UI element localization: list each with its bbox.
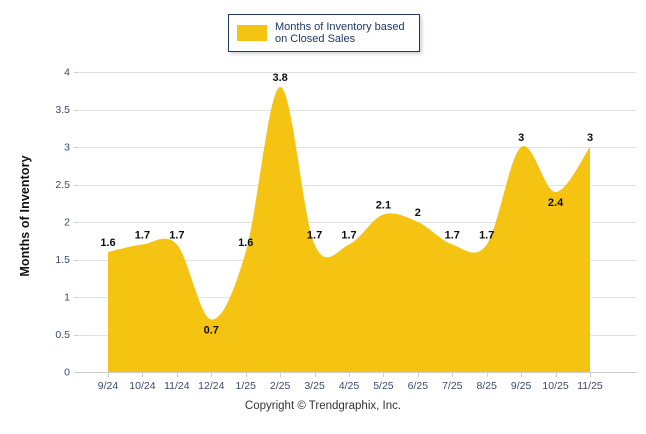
x-axis-tick-labels: 9/24 10/24 11/24 12/24 1/25 2/25 3/25 4/25 5/25 6… bbox=[98, 380, 603, 392]
svg-text:2.5: 2.5 bbox=[55, 179, 70, 191]
svg-text:1.7: 1.7 bbox=[479, 230, 494, 242]
chart-legend[interactable]: Months of Inventory based on Closed Sale… bbox=[228, 14, 420, 52]
svg-text:2: 2 bbox=[64, 217, 70, 229]
svg-text:9/24: 9/24 bbox=[98, 380, 119, 392]
svg-text:4/25: 4/25 bbox=[339, 380, 360, 392]
area-series-shape bbox=[108, 86, 590, 372]
data-point-labels: 1.6 1.7 1.7 0.7 1.6 3.8 1.7 1.7 2.1 2 1.7 1.7 3 2.4 3 bbox=[100, 72, 593, 337]
svg-text:1.6: 1.6 bbox=[238, 237, 253, 249]
svg-text:5/25: 5/25 bbox=[373, 380, 394, 392]
svg-text:1.7: 1.7 bbox=[445, 230, 460, 242]
svg-text:11/24: 11/24 bbox=[164, 380, 190, 392]
svg-text:3.8: 3.8 bbox=[272, 72, 287, 84]
svg-text:12/24: 12/24 bbox=[198, 380, 224, 392]
svg-text:2.1: 2.1 bbox=[376, 200, 391, 212]
axis-lines bbox=[74, 72, 636, 377]
svg-text:4: 4 bbox=[64, 67, 70, 79]
svg-text:1/25: 1/25 bbox=[235, 380, 256, 392]
svg-text:9/25: 9/25 bbox=[511, 380, 532, 392]
svg-text:0: 0 bbox=[64, 367, 70, 379]
svg-text:3: 3 bbox=[587, 132, 593, 144]
svg-text:8/25: 8/25 bbox=[476, 380, 497, 392]
svg-text:1.7: 1.7 bbox=[169, 230, 184, 242]
svg-text:1.7: 1.7 bbox=[307, 230, 322, 242]
svg-text:0.5: 0.5 bbox=[55, 329, 70, 341]
svg-text:3: 3 bbox=[518, 132, 524, 144]
svg-text:1.7: 1.7 bbox=[135, 230, 150, 242]
legend-color-swatch bbox=[237, 25, 267, 41]
legend-series-label: Months of Inventory based on Closed Sale… bbox=[275, 20, 405, 46]
svg-text:10/24: 10/24 bbox=[129, 380, 155, 392]
svg-text:1.6: 1.6 bbox=[100, 237, 115, 249]
svg-text:3.5: 3.5 bbox=[55, 104, 70, 116]
y-axis-tick-labels: 0 0.5 1 1.5 2 2.5 3 3.5 4 bbox=[55, 67, 70, 379]
svg-text:7/25: 7/25 bbox=[442, 380, 463, 392]
svg-text:3/25: 3/25 bbox=[304, 380, 325, 392]
svg-text:10/25: 10/25 bbox=[542, 380, 568, 392]
svg-text:11/25: 11/25 bbox=[577, 380, 603, 392]
svg-text:0.7: 0.7 bbox=[204, 325, 219, 337]
svg-text:3: 3 bbox=[64, 142, 70, 154]
svg-text:1.7: 1.7 bbox=[341, 230, 356, 242]
svg-text:2/25: 2/25 bbox=[270, 380, 291, 392]
svg-text:2.4: 2.4 bbox=[548, 197, 564, 209]
svg-text:1: 1 bbox=[64, 292, 70, 304]
svg-text:1.5: 1.5 bbox=[55, 254, 70, 266]
svg-text:2: 2 bbox=[415, 207, 421, 219]
copyright-note: Copyright © Trendgraphix, Inc. bbox=[244, 400, 402, 412]
svg-text:6/25: 6/25 bbox=[408, 380, 429, 392]
